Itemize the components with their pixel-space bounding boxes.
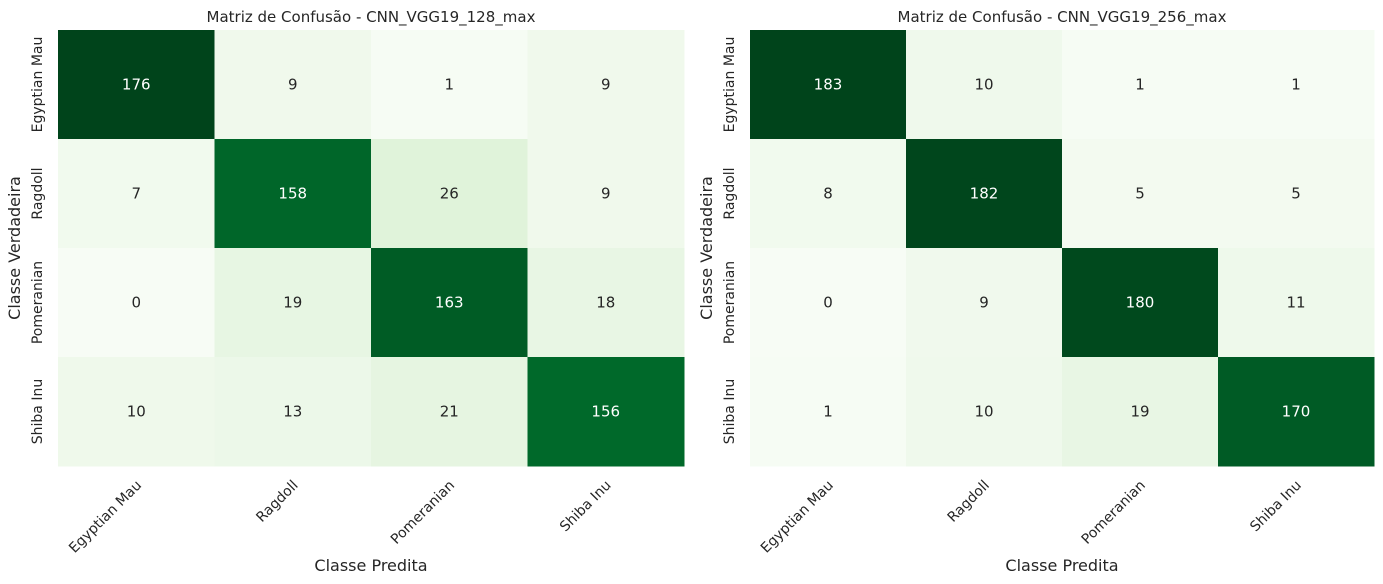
heatmap-cell — [750, 30, 907, 140]
heatmap-cell — [527, 30, 685, 140]
cell-value-label: 21 — [440, 403, 459, 421]
y-tick-label: Egyptian Mau — [722, 37, 738, 133]
heatmap-cell — [527, 357, 685, 467]
x-tick-label: Egyptian Mau — [66, 478, 145, 557]
heatmap-cell — [1062, 30, 1219, 140]
cell-value-label: 156 — [591, 403, 620, 421]
cell-value-label: 13 — [283, 403, 302, 421]
cell-value-label: 9 — [601, 185, 611, 203]
cell-value-label: 170 — [1282, 403, 1311, 421]
cell-value-label: 5 — [1135, 185, 1145, 203]
cell-value-label: 18 — [596, 294, 615, 312]
heatmap-cell — [1218, 357, 1375, 467]
heatmap-cell — [58, 139, 215, 249]
x-axis-label: Classe Predita — [314, 556, 427, 575]
cell-value-label: 158 — [278, 185, 307, 203]
cell-value-label: 7 — [131, 185, 141, 203]
cell-value-label: 19 — [1130, 403, 1149, 421]
heatmap-cell — [750, 139, 907, 249]
heatmap-cell — [58, 357, 215, 467]
cell-value-label: 8 — [823, 185, 833, 203]
heatmap-cell — [1218, 139, 1375, 249]
cell-value-label: 0 — [823, 294, 833, 312]
cell-value-label: 9 — [979, 294, 989, 312]
heatmap-cell — [906, 357, 1063, 467]
cell-value-label: 176 — [122, 76, 151, 94]
heatmap-cell — [371, 357, 528, 467]
x-tick-label: Pomeranian — [388, 478, 458, 548]
cell-value-label: 1 — [444, 76, 454, 94]
heatmap-cell — [58, 248, 215, 358]
heatmap-cell — [1218, 30, 1375, 140]
heatmap-cell — [906, 30, 1063, 140]
cell-value-label: 183 — [814, 76, 843, 94]
heatmap-cell — [1062, 357, 1219, 467]
cell-value-label: 5 — [1291, 185, 1301, 203]
heatmap-cell — [1062, 248, 1219, 358]
cell-value-label: 10 — [127, 403, 146, 421]
heatmap-cell — [906, 248, 1063, 358]
y-tick-label: Pomeranian — [722, 261, 738, 344]
heatmap-cell — [214, 30, 372, 140]
heatmap-cell — [1218, 248, 1375, 358]
y-tick-label: Ragdoll — [722, 167, 738, 219]
x-tick-label: Egyptian Mau — [758, 478, 837, 557]
cell-value-label: 180 — [1126, 294, 1155, 312]
y-tick-label: Shiba Inu — [30, 379, 46, 444]
chart-title: Matriz de Confusão - CNN_VGG19_256_max — [898, 8, 1227, 27]
x-tick-label: Ragdoll — [945, 478, 993, 526]
heatmap-cell — [906, 139, 1063, 249]
x-tick-label: Ragdoll — [253, 478, 301, 526]
cell-value-label: 11 — [1286, 294, 1305, 312]
x-axis-label: Classe Predita — [1005, 556, 1118, 575]
x-tick-label: Shiba Inu — [1247, 478, 1305, 536]
heatmap-cell — [371, 30, 528, 140]
chart-title: Matriz de Confusão - CNN_VGG19_128_max — [207, 8, 536, 27]
cell-value-label: 182 — [970, 185, 999, 203]
y-tick-label: Shiba Inu — [722, 379, 738, 444]
cell-value-label: 9 — [288, 76, 298, 94]
x-tick-label: Pomeranian — [1079, 478, 1149, 548]
y-tick-label: Egyptian Mau — [30, 37, 46, 133]
cell-value-label: 1 — [1291, 76, 1301, 94]
heatmap-cell — [527, 248, 685, 358]
y-tick-label: Pomeranian — [30, 261, 46, 344]
x-tick-label: Shiba Inu — [557, 478, 615, 536]
heatmap-cell — [750, 357, 907, 467]
y-axis-label: Classe Verdadeira — [697, 176, 716, 320]
cell-value-label: 0 — [131, 294, 141, 312]
y-tick-label: Ragdoll — [30, 167, 46, 219]
heatmap-cell — [750, 248, 907, 358]
y-axis-label: Classe Verdadeira — [5, 176, 24, 320]
heatmap-cell — [58, 30, 215, 140]
cell-value-label: 1 — [1135, 76, 1145, 94]
cell-value-label: 163 — [435, 294, 464, 312]
heatmap-cell — [214, 357, 372, 467]
cell-value-label: 19 — [283, 294, 302, 312]
cell-value-label: 26 — [440, 185, 459, 203]
heatmap-cell — [1062, 139, 1219, 249]
cell-value-label: 10 — [974, 403, 993, 421]
heatmap-cell — [214, 139, 372, 249]
heatmap-cell — [527, 139, 685, 249]
cell-value-label: 1 — [823, 403, 833, 421]
heatmap-cell — [371, 139, 528, 249]
cell-value-label: 10 — [974, 76, 993, 94]
cell-value-label: 9 — [601, 76, 611, 94]
heatmap-cell — [214, 248, 372, 358]
heatmap-cell — [371, 248, 528, 358]
